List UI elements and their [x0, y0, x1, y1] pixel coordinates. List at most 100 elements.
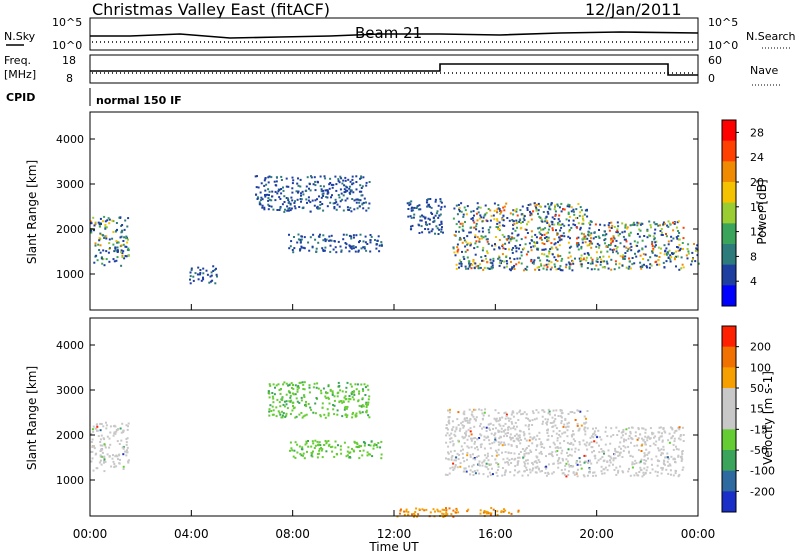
echo-cell [532, 412, 535, 415]
echo-cell [509, 212, 512, 215]
echo-cell [323, 413, 326, 416]
echo-cell [328, 235, 331, 238]
echo-cell [403, 510, 406, 513]
echo-cell [521, 448, 524, 450]
echo-cell [465, 470, 468, 473]
echo-cell [574, 257, 576, 260]
echo-cell [485, 456, 488, 459]
echo-cell [568, 266, 571, 269]
echo-cell [476, 469, 479, 472]
echo-cell [505, 260, 508, 262]
echo-cell [457, 439, 460, 442]
echo-cell [679, 438, 682, 441]
echo-cell [541, 443, 544, 446]
echo-cell [321, 203, 324, 205]
echo-cell [621, 434, 624, 437]
echo-cell [523, 432, 526, 435]
echo-cell [593, 231, 596, 234]
echo-cell [493, 417, 496, 420]
echo-cell [478, 437, 481, 439]
echo-cell [588, 244, 591, 247]
echo-cell [470, 263, 473, 266]
echo-cell [614, 244, 617, 247]
echo-cell [477, 264, 480, 267]
echo-cell [657, 259, 660, 262]
echo-cell [563, 440, 566, 442]
echo-cell [612, 463, 614, 466]
echo-cell [428, 205, 431, 208]
echo-cell [640, 458, 643, 461]
echo-cell [442, 516, 445, 518]
echo-cell [345, 233, 348, 236]
echo-cell [590, 268, 593, 271]
echo-cell [429, 198, 432, 200]
echo-cell [341, 415, 344, 418]
echo-cell [501, 451, 503, 454]
echo-cell [448, 434, 451, 437]
echo-cell [457, 458, 460, 461]
echo-cell [627, 427, 630, 430]
echo-cell [330, 239, 333, 242]
echo-cell [555, 409, 558, 412]
echo-cell [273, 180, 276, 183]
echo-cell [468, 408, 471, 411]
echo-cell [494, 427, 497, 430]
echo-cell [317, 387, 320, 390]
echo-cell [418, 204, 421, 207]
echo-cell [672, 458, 675, 461]
echo-cell [551, 247, 554, 250]
echo-cell [522, 456, 525, 459]
echo-cell [469, 473, 472, 476]
echo-cell [504, 432, 507, 435]
echo-cell [549, 248, 552, 250]
echo-cell [117, 428, 120, 430]
echo-cell [525, 413, 528, 416]
echo-cell [405, 510, 408, 513]
colorbar-tick-label: 100 [750, 361, 771, 374]
echo-cell [608, 255, 611, 258]
echo-cell [452, 509, 455, 512]
echo-cell [567, 454, 570, 457]
echo-cell [610, 268, 613, 271]
echo-cell [349, 398, 352, 401]
echo-cell [409, 215, 412, 218]
echo-cell [440, 230, 443, 233]
echo-cell [268, 392, 271, 395]
echo-cell [94, 244, 97, 247]
echo-cell [623, 438, 626, 441]
echo-cell [538, 266, 541, 269]
echo-cell [533, 259, 536, 262]
echo-cell [595, 264, 598, 267]
echo-cell [668, 441, 671, 444]
echo-cell [644, 431, 647, 434]
echo-cell [500, 436, 502, 439]
echo-cell [652, 247, 655, 250]
echo-cell [298, 445, 301, 448]
colorbar-tick-label: 50 [750, 382, 764, 395]
echo-cell [555, 432, 558, 435]
echo-cell [645, 469, 648, 472]
echo-cell [550, 242, 553, 245]
echo-cell [410, 200, 413, 203]
echo-cell [578, 257, 581, 260]
echo-cell [537, 212, 539, 215]
echo-cell [574, 440, 577, 443]
echo-cell [294, 416, 297, 419]
echo-cell [281, 416, 284, 419]
echo-cell [681, 453, 684, 455]
echo-cell [449, 408, 451, 411]
echo-cell [215, 267, 217, 270]
echo-cell [460, 202, 463, 205]
echo-cell [115, 430, 118, 433]
echo-cell [511, 251, 514, 254]
echo-cell [463, 417, 466, 420]
echo-cell [474, 262, 477, 265]
echo-cell [468, 435, 471, 438]
echo-cell [299, 249, 301, 252]
echo-cell [544, 227, 547, 230]
echo-cell [466, 256, 469, 259]
echo-cell [613, 237, 616, 240]
echo-cell [594, 223, 597, 226]
echo-cell [667, 220, 670, 223]
echo-cell [559, 409, 562, 412]
